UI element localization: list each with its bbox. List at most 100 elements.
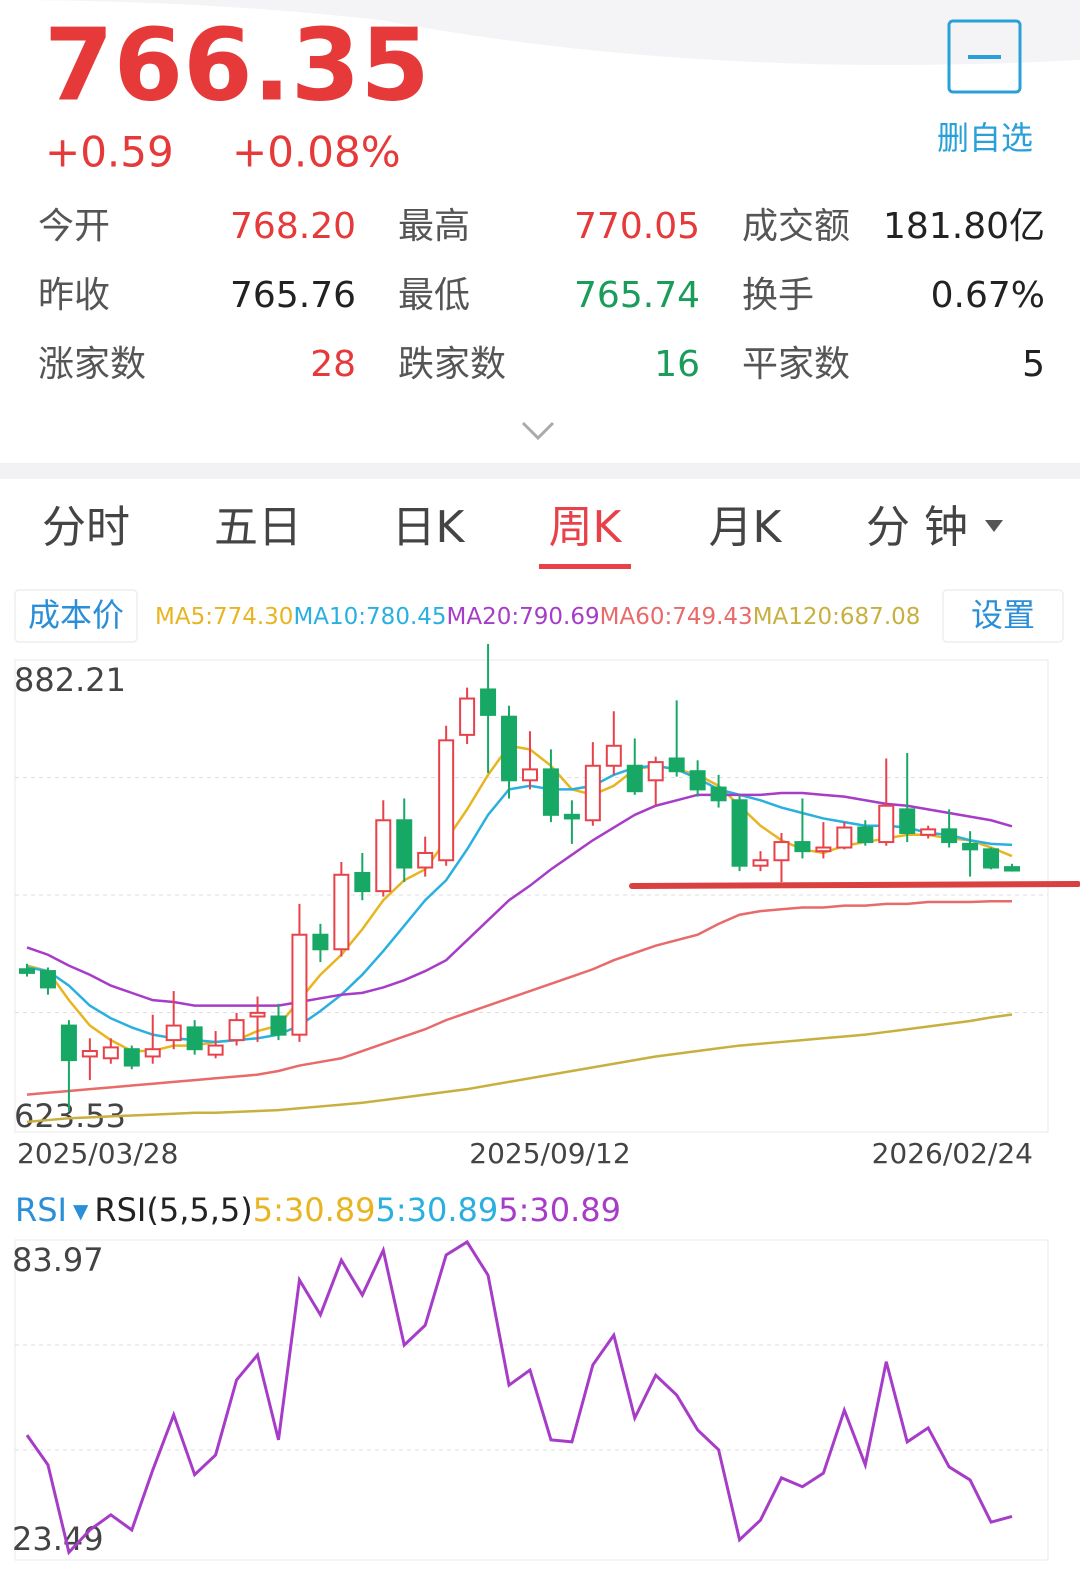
stat-label: 今开 <box>38 206 110 247</box>
stat-value: 768.20 <box>230 206 356 247</box>
candle-body <box>962 842 979 851</box>
stat-label: 最高 <box>398 206 470 247</box>
tab[interactable]: 周K <box>549 502 623 553</box>
candle-body <box>563 813 580 820</box>
separator <box>0 463 1080 479</box>
rsi-legend-item: 5:30.89 <box>498 1191 621 1229</box>
candle-body <box>39 970 56 989</box>
candle-body <box>480 688 497 716</box>
stat-label: 昨收 <box>38 275 110 316</box>
y-tick-label: 23.49 <box>12 1520 104 1558</box>
candle-body <box>228 1019 245 1042</box>
candle-body <box>752 859 769 867</box>
tab[interactable]: 日K <box>392 502 466 553</box>
candle-body <box>689 770 706 791</box>
candle-body <box>731 799 748 867</box>
cost-button-box[interactable] <box>14 589 138 643</box>
rsi-legend-item: 5:30.89 <box>376 1191 499 1229</box>
rsi-dropdown: ▼ <box>73 1199 89 1223</box>
change: +0.59 <box>45 128 174 177</box>
ma-legend-item: MA20:790.69 <box>447 604 600 630</box>
candle-body <box>291 933 308 1036</box>
ma-line <box>26 900 1013 1096</box>
candle-body <box>857 826 874 844</box>
candle-body <box>186 1026 203 1051</box>
tabs: 分时 五日 日K 周K 月K 分 钟 <box>42 502 1003 569</box>
candle-body <box>836 826 853 849</box>
candle-body <box>920 828 937 836</box>
candle-body <box>207 1044 224 1056</box>
ma-line <box>26 744 1013 1053</box>
change-pct: +0.08% <box>232 128 401 177</box>
candle-body <box>354 871 371 893</box>
ma-line <box>26 1013 1013 1124</box>
stat-value: 765.74 <box>574 275 700 316</box>
ma-legend-item: MA10:780.45 <box>293 604 446 630</box>
remove-watch-label[interactable]: 删自选 <box>937 119 1033 157</box>
candle-body <box>794 841 811 853</box>
stat-value: 770.05 <box>574 206 700 247</box>
candle-body <box>584 764 601 822</box>
candle-body <box>312 933 329 951</box>
candle-body <box>941 828 958 844</box>
minus-box[interactable] <box>947 19 1022 94</box>
candle-body <box>773 841 790 862</box>
top-shade <box>0 0 1080 65</box>
candle-body <box>815 846 832 853</box>
candle-body <box>123 1048 140 1067</box>
rsi-chart-frame <box>14 1239 1049 1561</box>
rsi-title[interactable]: RSI <box>15 1191 67 1229</box>
remove-watch-button[interactable]: 删自选 <box>937 19 1033 157</box>
candle-body <box>396 819 413 869</box>
ma-legend-item: MA60:749.43 <box>600 604 753 630</box>
stat-value: 181.80亿 <box>883 206 1045 247</box>
candle-body <box>459 697 476 736</box>
candle-body <box>1004 866 1020 872</box>
candle-body <box>542 768 559 816</box>
y-tick-label: 83.97 <box>12 1241 104 1279</box>
stat-value: 5 <box>1022 344 1045 385</box>
stat-label: 最低 <box>398 275 470 316</box>
ma-legend-item: MA5:774.30 <box>155 604 293 630</box>
x-label: 2026/02/24 <box>872 1137 1033 1170</box>
settings-button[interactable]: 设置 <box>971 596 1035 634</box>
price-chart-frame <box>14 659 1049 1133</box>
stat-value: 28 <box>310 344 356 385</box>
expand-chevron[interactable] <box>521 421 555 441</box>
drawn-support-line <box>629 881 1080 889</box>
candle-body <box>521 768 538 782</box>
rsi-chart: 83.97 23.49 <box>12 1239 1048 1558</box>
y-tick-label: 882.21 <box>14 661 126 699</box>
candle-body <box>668 757 685 773</box>
candle-body <box>60 1024 77 1062</box>
ma-line <box>26 764 1013 1044</box>
dropdown-icon <box>985 520 1003 532</box>
candle-body <box>249 1011 266 1018</box>
rsi-params: RSI(5,5,5) <box>94 1191 252 1229</box>
x-label: 2025/09/12 <box>469 1137 630 1170</box>
tab[interactable]: 月K <box>709 502 783 553</box>
rsi-legend-item: 5:30.89 <box>253 1191 376 1229</box>
candle-body <box>501 715 518 782</box>
stat-label: 成交额 <box>742 206 850 247</box>
ma-line <box>26 791 1013 1007</box>
tab-underline <box>539 564 631 569</box>
tab[interactable]: 五日 <box>214 502 302 553</box>
tab[interactable]: 分 钟 <box>866 502 968 553</box>
cost-button[interactable]: 成本价 <box>28 596 124 634</box>
candle-body <box>270 1015 287 1036</box>
candle-body <box>333 873 350 951</box>
candle-body <box>417 851 434 869</box>
ma-legend: MA5:774.30MA10:780.45MA20:790.69MA60:749… <box>155 604 920 630</box>
candle-body <box>81 1050 98 1058</box>
candle-body <box>878 804 895 844</box>
x-label: 2025/03/28 <box>17 1137 178 1170</box>
tab[interactable]: 分时 <box>42 502 130 553</box>
stat-value: 0.67% <box>931 275 1045 316</box>
stat-label: 跌家数 <box>398 344 506 385</box>
stat-value: 16 <box>654 344 700 385</box>
settings-button-box[interactable] <box>942 589 1064 643</box>
